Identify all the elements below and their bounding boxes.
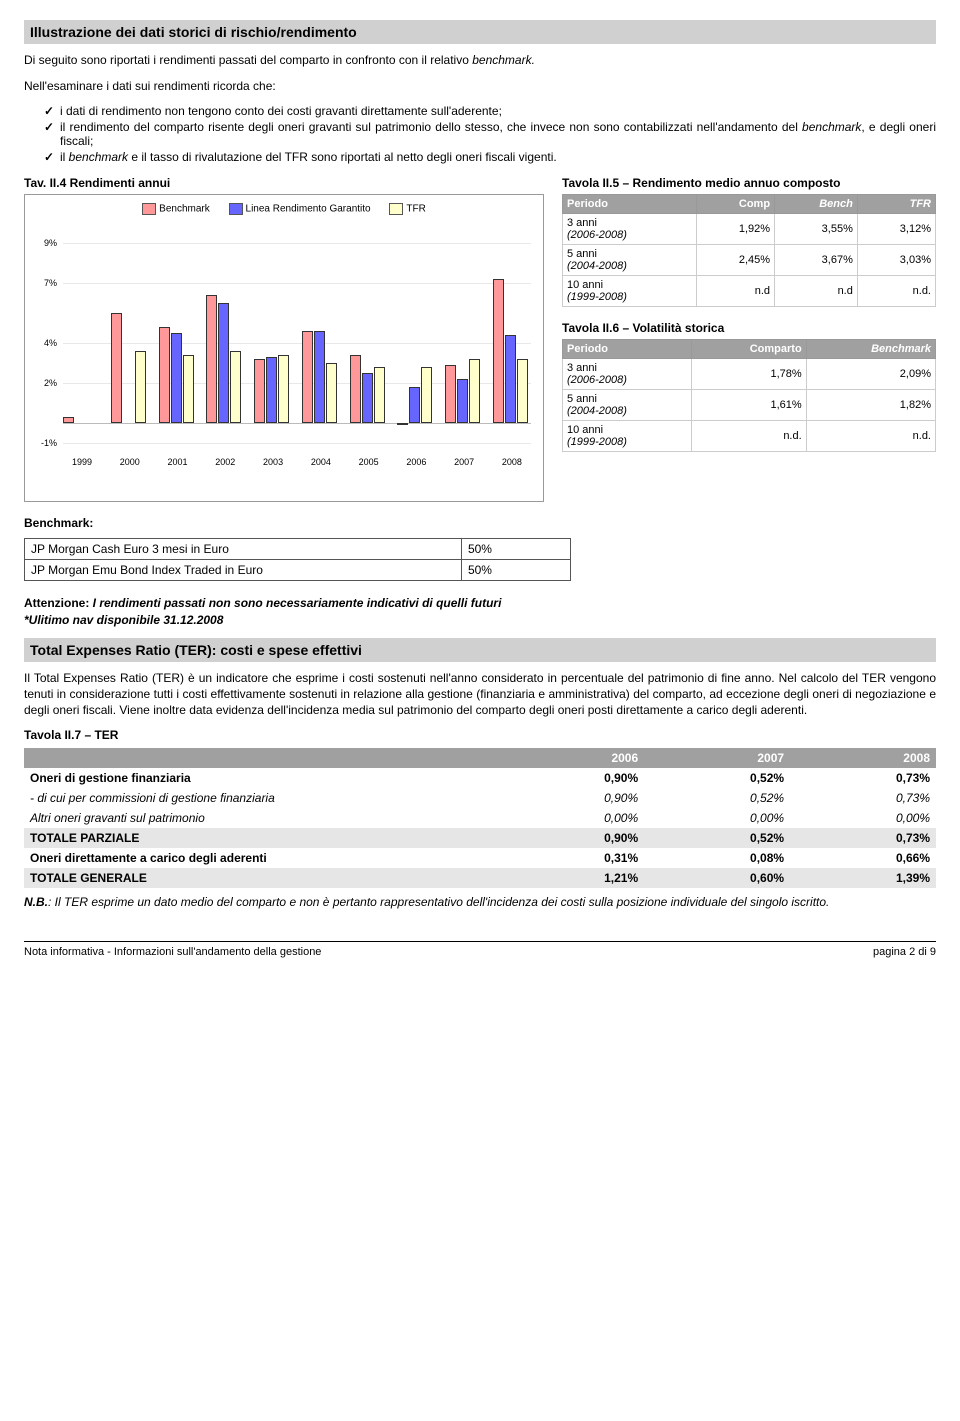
li3c: e il tasso di rivalutazione del TFR sono…	[128, 150, 557, 164]
benchmark-label: Benchmark:	[24, 516, 936, 530]
section1-title: Illustrazione dei dati storici di rischi…	[24, 20, 936, 44]
ter-table: 200620072008Oneri di gestione finanziari…	[24, 748, 936, 888]
checklist: i dati di rendimento non tengono conto d…	[24, 104, 936, 164]
chart-legend: Benchmark Linea Rendimento Garantito TFR	[33, 203, 535, 215]
x-labels: 1999200020012002200320042005200620072008	[63, 457, 531, 467]
intro1-para: Di seguito sono riportati i rendimenti p…	[24, 52, 936, 68]
table6-title: Tavola II.6 – Volatilità storica	[562, 321, 936, 335]
nb-para: N.B.: Il TER esprime un dato medio del c…	[24, 894, 936, 910]
att3: *Ulitimo nav disponibile 31.12.2008	[24, 613, 223, 627]
footer-left: Nota informativa - Informazioni sull'and…	[24, 946, 321, 958]
att2: I rendimenti passati non sono necessaria…	[93, 596, 502, 610]
benchmark-block: Benchmark: JP Morgan Cash Euro 3 mesi in…	[24, 516, 936, 581]
nb2: : Il TER esprime un dato medio del compa…	[48, 895, 829, 909]
li2a: il rendimento del comparto risente degli…	[60, 120, 802, 134]
legend-linea: Linea Rendimento Garantito	[229, 203, 371, 215]
check-item-2: il rendimento del comparto risente degli…	[44, 120, 936, 148]
ter-intro: Il Total Expenses Ratio (TER) è un indic…	[24, 670, 936, 719]
li2b: benchmark	[802, 120, 861, 134]
table6: PeriodoCompartoBenchmark3 anni(2006-2008…	[562, 339, 936, 452]
intro2-para: Nell'esaminare i dati sui rendimenti ric…	[24, 78, 936, 94]
attention-para: Attenzione: I rendimenti passati non son…	[24, 595, 936, 627]
section2-title: Total Expenses Ratio (TER): costi e spes…	[24, 638, 936, 662]
chart-title: Tav. II.4 Rendimenti annui	[24, 176, 544, 190]
nb1: N.B.	[24, 895, 48, 909]
intro1-em: benchmark.	[472, 53, 535, 67]
chart-area: -1%2%4%7%9%	[63, 223, 531, 453]
legend-tfr: TFR	[389, 203, 425, 215]
legend-benchmark: Benchmark	[142, 203, 210, 215]
check-item-1: i dati di rendimento non tengono conto d…	[44, 104, 936, 118]
table5: PeriodoCompBenchTFR3 anni(2006-2008)1,92…	[562, 194, 936, 307]
att1: Attenzione:	[24, 596, 93, 610]
table5-title: Tavola II.5 – Rendimento medio annuo com…	[562, 176, 936, 190]
li3a: il	[60, 150, 69, 164]
chart-box: Benchmark Linea Rendimento Garantito TFR…	[24, 194, 544, 502]
check-item-3: il benchmark e il tasso di rivalutazione…	[44, 150, 936, 164]
footer-right: pagina 2 di 9	[873, 946, 936, 958]
page-footer: Nota informativa - Informazioni sull'and…	[24, 941, 936, 958]
benchmark-table: JP Morgan Cash Euro 3 mesi in Euro50%JP …	[24, 538, 571, 581]
intro1-text: Di seguito sono riportati i rendimenti p…	[24, 53, 472, 67]
li3b: benchmark	[69, 150, 128, 164]
table7-title: Tavola II.7 – TER	[24, 728, 936, 742]
li1a: i dati di rendimento non tengono conto d…	[60, 104, 502, 118]
